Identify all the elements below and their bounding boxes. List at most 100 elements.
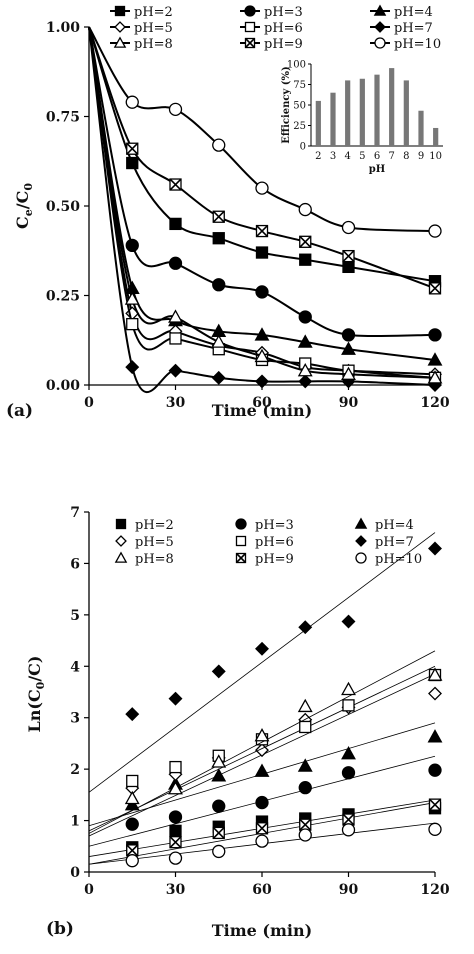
inset-bar-ph-2 (315, 100, 321, 146)
panel-b-y-tick-label: 3 (70, 711, 80, 727)
panel-b-fit-line-ph-8 (88, 650, 436, 834)
panel-a-point-ph-9-cross-b (342, 250, 355, 263)
panel-a-y-tick-label: 0.75 (46, 110, 80, 126)
panel-a-point-ph-3 (125, 238, 139, 253)
panel-b-x-tick-label: 30 (166, 882, 186, 898)
panel-a-legend-label: pH=9 (264, 37, 303, 52)
panel-a-point-ph-9 (342, 249, 355, 263)
panel-b-legend-marker-shape (355, 552, 367, 564)
panel-a-point-ph-8-shape (168, 309, 183, 323)
panel-a-series-line-ph-8 (88, 26, 436, 379)
inset-bar-ph-8 (403, 80, 409, 146)
panel-b-point-ph-8-shape (297, 698, 313, 713)
panel-b-point-ph-9 (126, 844, 139, 857)
panel-a-point-ph-2 (255, 246, 269, 259)
panel-b-point-ph-6-shape (169, 760, 182, 774)
panel-a-legend-marker (114, 5, 126, 17)
panel-b-point-ph-7-shape (211, 664, 226, 679)
panel-a-point-ph-9-cross-b (428, 282, 442, 295)
panel-b-point-ph-3 (212, 799, 226, 813)
panel-b-y-tick-label: 0 (70, 865, 80, 881)
panel-a-point-ph-7-shape (168, 363, 183, 378)
panel-b-label: (b) (46, 919, 74, 939)
panel-b-legend-item-ph-5: pH=5 (115, 535, 174, 550)
panel-b-x-tick-label: 60 (252, 882, 272, 898)
panel-b-point-ph-4-shape (341, 746, 356, 760)
panel-b-legend-item-ph-2: pH=2 (115, 518, 174, 533)
panel-a-point-ph-8-shape (297, 363, 313, 377)
panel-b-y-tick-label: 4 (70, 659, 80, 675)
panel-a-legend-marker-shape (114, 5, 126, 17)
panel-b-legend-marker-shape (115, 518, 127, 530)
panel-b-y-axis-title: Ln(C0/C) (25, 656, 47, 733)
panel-b-x-tick-label: 120 (420, 882, 449, 898)
panel-a-legend-label: pH=5 (134, 21, 173, 36)
inset-y-tick-label: 75 (293, 80, 306, 91)
panel-a-point-ph-7 (298, 374, 313, 389)
panel-a-point-ph-10 (428, 224, 442, 238)
panel-b-legend-label: pH=5 (135, 535, 174, 550)
panel-a-point-ph-2 (126, 156, 139, 170)
inset-bar-ph-10 (433, 127, 439, 146)
panel-b-point-ph-7 (168, 691, 183, 706)
panel-a-point-ph-7 (211, 370, 226, 385)
panel-b-legend-label: pH=7 (375, 535, 414, 550)
panel-b-point-ph-10 (125, 854, 139, 868)
panel-b-legend-marker-shape (115, 535, 127, 547)
panel-a-legend-marker (373, 4, 387, 16)
panel-a-legend-label: pH=4 (394, 5, 433, 20)
panel-a-point-ph-3 (168, 256, 183, 270)
panel-b-point-ph-8-shape (211, 754, 227, 768)
panel-b-point-ph-9-cross-b (169, 836, 182, 849)
panel-a-point-ph-10-shape (298, 202, 312, 217)
panel-b-point-ph-6-shape (126, 774, 139, 788)
panel-a-series-line-ph-5 (88, 26, 436, 376)
panel-a-point-ph-2-shape (212, 232, 225, 245)
panel-a-point-ph-8 (254, 348, 270, 363)
panel-b-point-ph-10 (428, 822, 442, 836)
panel-b-series-ph-10 (88, 822, 442, 868)
panel-a-point-ph-8 (211, 334, 227, 348)
panel-a-series-line-ph-6 (88, 26, 436, 379)
inset-y-tick-label: 25 (293, 121, 306, 132)
panel-a-point-ph-10 (168, 102, 183, 116)
panel-b-point-ph-8 (124, 790, 140, 805)
panel-b-point-ph-8-shape (124, 790, 140, 805)
panel-a-point-ph-7-shape (211, 370, 226, 385)
panel-b-legend-item-ph-10: pH=10 (355, 552, 422, 567)
panel-b-legend-item-ph-4: pH=4 (354, 517, 414, 533)
panel-a-legend-marker-shape (374, 21, 386, 33)
panel-b-point-ph-9-cross-b (126, 844, 139, 857)
panel-a-legend-label: pH=2 (134, 5, 173, 20)
panel-a-point-ph-9-cross-b (255, 224, 269, 238)
panel-b-point-ph-3 (298, 781, 312, 795)
panel-a-legend-label: pH=7 (394, 21, 433, 36)
panel-b-point-ph-10-shape (255, 834, 269, 848)
panel-b-point-ph-7 (428, 541, 442, 556)
panel-a-legend-label: pH=3 (264, 5, 303, 20)
panel-a-point-ph-4-shape (341, 341, 356, 355)
panel-b-point-ph-4-shape (254, 763, 270, 777)
panel-a-legend-item-ph-5: pH=5 (110, 21, 173, 36)
panel-b-legend-marker (115, 535, 127, 547)
panel-a-x-axis-title: Time (min) (212, 401, 312, 420)
panel-b-point-ph-3-shape (341, 766, 356, 780)
panel-b-point-ph-4-shape (297, 758, 313, 772)
panel-b-point-ph-5-shape (428, 686, 442, 701)
panel-a-point-ph-3-shape (428, 328, 442, 342)
panel-a-series-ph-6 (88, 26, 442, 384)
panel-a-point-ph-8 (124, 291, 140, 305)
inset-y-axis-title: Efficiency (%) (281, 66, 292, 144)
panel-a-point-ph-10 (212, 138, 226, 152)
panel-a-series-group (88, 26, 443, 394)
panel-a-x-tick-label: 90 (339, 395, 359, 411)
panel-a-legend-marker (244, 37, 256, 49)
panel-b-point-ph-9-cross-b (255, 822, 269, 835)
panel-b-y-tick-label: 7 (70, 505, 80, 521)
panel-a-series-line-ph-10 (88, 26, 436, 233)
panel-b-series-ph-3 (88, 755, 442, 847)
panel-a-point-ph-3-shape (212, 278, 226, 292)
panel-b-fit-line-ph-7 (88, 532, 436, 793)
